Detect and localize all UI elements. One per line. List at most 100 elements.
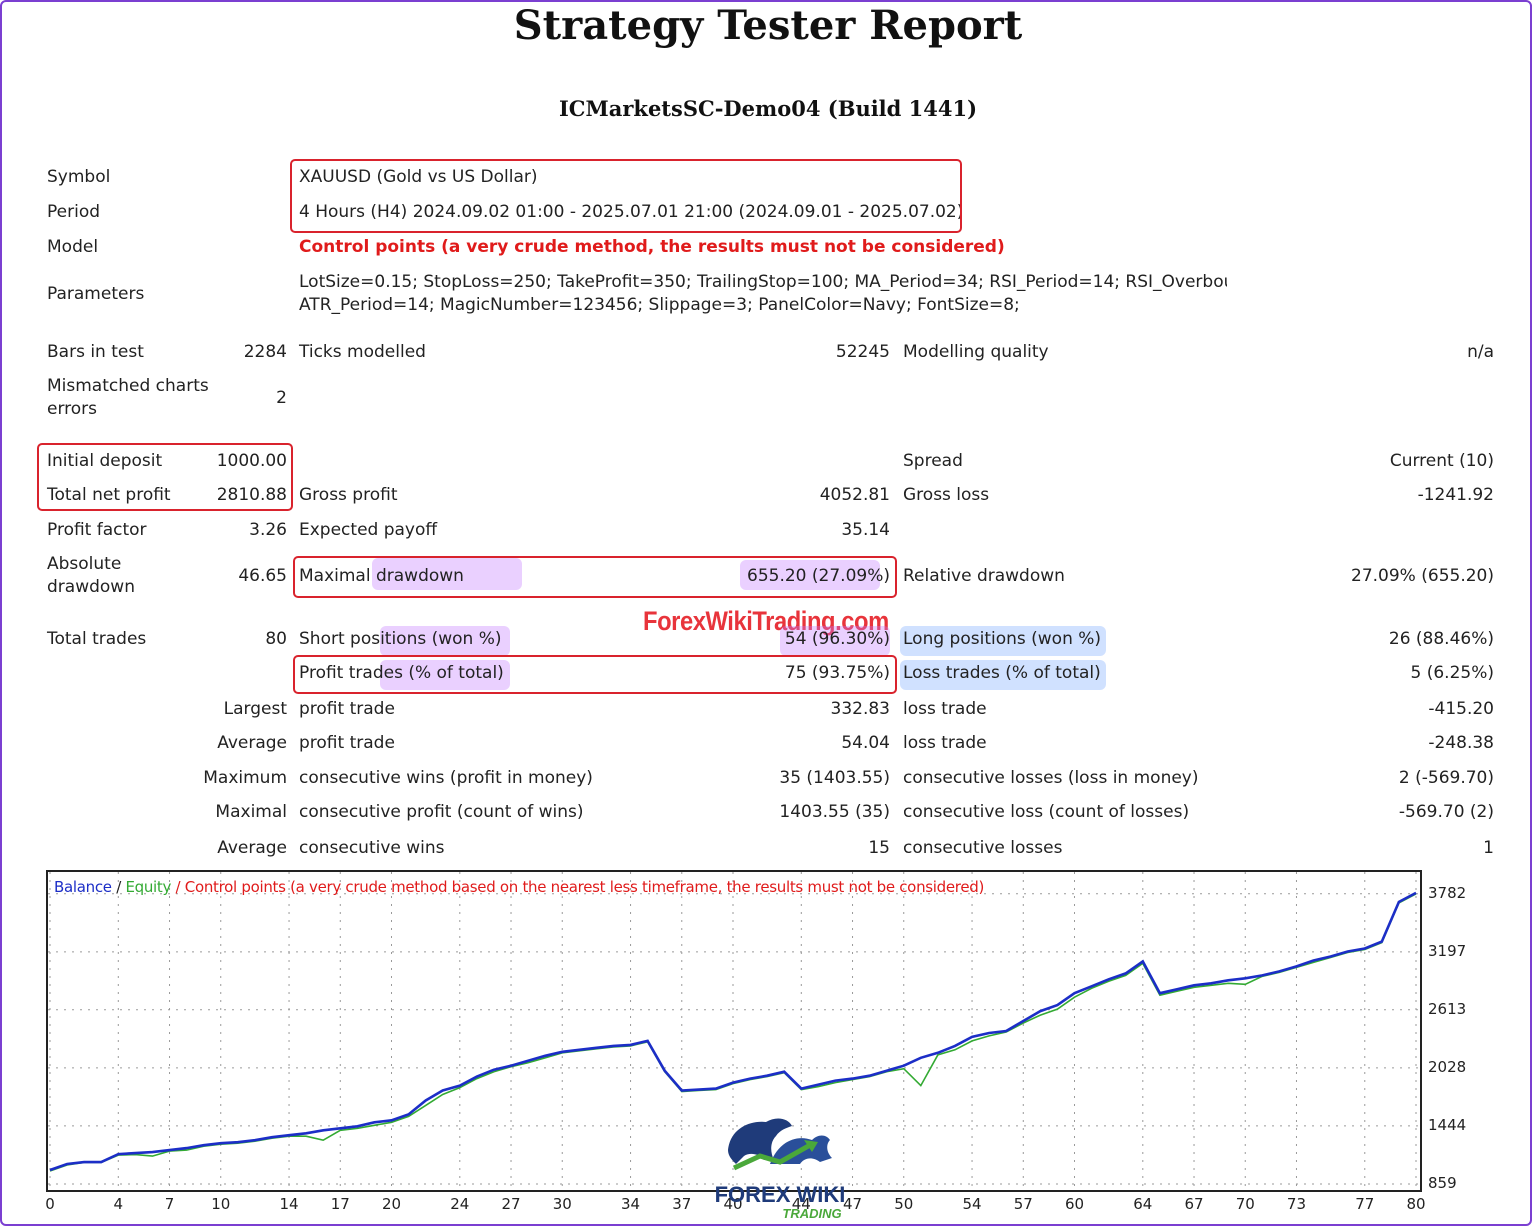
trend-arrow-icon [732,1141,814,1171]
x-tick-label: 17 [330,1195,350,1213]
deposit-value: 1000.00 [216,451,287,471]
ticks-label: Ticks modelled [299,342,426,362]
spread-label: Spread [903,451,963,471]
largest-profit-value: 332.83 [830,699,890,719]
short-positions-label: Short positions (won %) [299,629,502,649]
parameters-line-1: LotSize=0.15; StopLoss=250; TakeProfit=3… [299,272,1227,292]
average-profit-label: profit trade [299,733,395,753]
profit-factor-label: Profit factor [47,520,147,540]
net-profit-label: Total net profit [47,485,171,505]
loss-trades-highlight-mark [900,660,1106,690]
logo-subword: TRADING [782,1206,841,1221]
x-tick-label: 60 [1064,1195,1085,1213]
deposit-profit-highlight-box [37,443,293,511]
maximal-consecutive-profit-label: consecutive profit (count of wins) [299,802,584,822]
y-tick-label: 3197 [1428,941,1467,960]
symbol-period-highlight-box [290,159,962,233]
average-profit-value: 54.04 [841,733,890,753]
x-tick-label: 14 [279,1195,299,1213]
average-loss-label: loss trade [903,733,987,753]
maximal-drawdown-label: Maximal drawdown [299,566,464,586]
average-consecutive-wins-value: 15 [868,838,890,858]
average-consecutive-wins-label: consecutive wins [299,838,445,858]
logo-wordmark: FOREX WIKI [715,1182,846,1207]
y-tick-label: 2028 [1428,1057,1467,1076]
expected-payoff-label: Expected payoff [299,520,438,540]
largest-loss-value: -415.20 [1428,699,1494,719]
profit-factor-value: 3.26 [249,520,287,540]
y-tick-label: 859 [1428,1174,1457,1192]
model-label: Model [47,237,99,257]
x-tick-label: 7 [164,1195,175,1213]
profit-trades-highlight-box [293,655,897,694]
absolute-drawdown-label-line2: drawdown [47,577,135,597]
short-positions-highlight-mark [380,626,510,656]
x-tick-label: 77 [1355,1195,1375,1213]
max-consecutive-wins-value: 35 (1403.55) [779,768,890,788]
x-tick-label: 10 [211,1195,231,1213]
gross-profit-value: 4052.81 [819,485,890,505]
maximal-drawdown-value: 655.20 (27.09%) [747,566,890,586]
loss-trades-label: Loss trades (% of total) [903,663,1101,683]
deposit-label: Initial deposit [47,451,163,471]
drawdown-highlight-mark [372,558,522,590]
max-consecutive-losses-value: 2 (-569.70) [1398,768,1494,788]
short-value-highlight-mark [780,626,890,656]
x-tick-label: 30 [552,1195,572,1213]
absolute-drawdown-value: 46.65 [238,566,287,586]
max-consecutive-losses-label: consecutive losses (loss in money) [903,768,1199,788]
maximal-consecutive-profit-value: 1403.55 (35) [779,802,890,822]
x-tick-label: 50 [894,1195,914,1213]
maximal-consecutive-loss-label: consecutive loss (count of losses) [903,802,1190,822]
x-tick-label: 64 [1133,1195,1153,1213]
drawdown-value-highlight-mark [740,560,880,590]
y-tick-label: 2613 [1428,999,1467,1018]
gross-loss-value: -1241.92 [1417,485,1494,505]
bars-value: 2284 [243,342,287,362]
x-tick-label: 70 [1235,1195,1255,1213]
profit-trades-highlight-mark [380,660,510,690]
max-consecutive-wins-label: consecutive wins (profit in money) [299,768,593,788]
legend-control-points-note: / Control points (a very crude method ba… [171,878,985,896]
net-profit-value: 2810.88 [216,485,287,505]
mismatch-label-line1: Mismatched charts [47,376,209,396]
legend-balance: Balance [54,878,112,896]
forexwiki-logo: FOREX WIKI TRADING [715,1118,846,1221]
x-tick-label: 47 [842,1195,863,1213]
x-tick-label: 0 [45,1195,55,1213]
legend-separator: / [111,878,126,896]
x-tick-label: 57 [1013,1195,1033,1213]
bars-label: Bars in test [47,342,144,362]
spread-value: Current (10) [1389,451,1494,471]
bull-icon [728,1118,792,1164]
symbol-value: XAUUSD (Gold vs US Dollar) [299,167,538,187]
x-tick-label: 67 [1184,1195,1204,1213]
watermark-text: ForexWikiTrading.com [643,606,889,636]
y-tick-label: 3782 [1428,883,1467,902]
x-tick-label: 73 [1286,1195,1307,1213]
long-positions-value: 26 (88.46%) [1388,629,1494,649]
total-trades-value: 80 [265,629,287,649]
chart-legend: Balance / Equity / Control points (a ver… [54,878,984,896]
absolute-drawdown-label-line1: Absolute [47,554,122,574]
x-tick-label: 40 [723,1195,743,1213]
drawdown-highlight-box [293,556,897,598]
profit-trades-value: 75 (93.75%) [784,663,890,683]
average-label: Average [217,733,287,753]
average-consecutive-losses-label: consecutive losses [903,838,1063,858]
legend-equity: Equity [125,878,172,896]
largest-loss-label: loss trade [903,699,987,719]
symbol-label: Symbol [47,167,111,187]
x-tick-label: 80 [1406,1195,1426,1213]
ticks-value: 52245 [835,342,890,362]
model-value: Control points (a very crude method, the… [299,237,1005,257]
average-loss-value: -248.38 [1428,733,1494,753]
short-positions-value: 54 (96.30%) [784,629,890,649]
x-tick-label: 34 [621,1195,641,1213]
relative-drawdown-value: 27.09% (655.20) [1351,566,1494,586]
parameters-line-2: ATR_Period=14; MagicNumber=123456; Slipp… [299,295,1020,315]
period-label: Period [47,202,101,222]
average-consecutive-label: Average [217,838,287,858]
total-trades-label: Total trades [47,629,147,649]
long-positions-label: Long positions (won %) [903,629,1102,649]
